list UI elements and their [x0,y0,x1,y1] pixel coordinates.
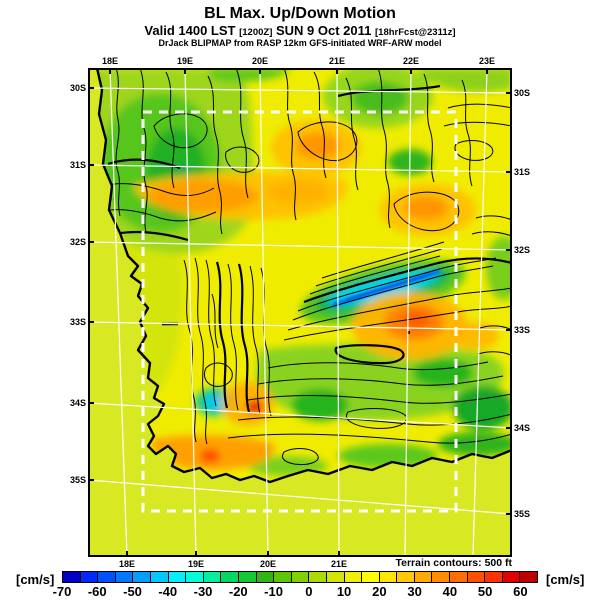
station-marker [407,331,410,334]
map-svg [87,67,513,558]
colorbar-segment [256,572,275,582]
domain-box [141,110,458,513]
lon-label-top: 19E [176,56,193,66]
colorbar-tick: 50 [477,584,493,599]
colorbar-tick: -20 [228,584,248,599]
colorbar-segment [221,572,239,582]
colorbar-unit-left: [cm/s] [16,572,55,587]
colorbar-segment [63,572,81,582]
lat-label-right: 31S [514,167,531,177]
colorbar-tick: 40 [442,584,458,599]
colorbar [62,571,538,583]
colorbar-segment [168,572,187,582]
terrain-contour-layer [97,68,512,465]
colorbar-segment [432,572,451,582]
lat-label-right: 33S [514,325,531,335]
colorbar-segment [326,572,345,582]
plot-valid-line: Valid 1400 LST [1200Z] SUN 9 Oct 2011 [1… [0,23,600,38]
lon-label-top: 23E [478,56,495,66]
lat-label-left: 32S [69,237,86,247]
lon-label-bottom: 20E [259,559,276,569]
lat-label-left: 34S [69,398,86,408]
colorbar-tick: 30 [407,584,422,599]
colorbar-tick: -70 [52,584,72,599]
colorbar-tick: -30 [193,584,213,599]
colorbar-segment [414,572,433,582]
lon-label-bottom: 18E [118,559,135,569]
colorbar-segment [362,572,380,582]
model-source-line: DrJack BLIPMAP from RASP 12km GFS-initia… [158,38,442,48]
lon-label-bottom: 19E [187,559,204,569]
colorbar-tick: -40 [158,584,178,599]
lon-label-top: 22E [402,56,419,66]
wave-core-layer [332,269,441,307]
colorbar-segment [467,572,486,582]
colorbar-tick: -50 [123,584,142,599]
valid-date: SUN 9 Oct 2011 [275,23,372,38]
map-border [88,68,512,557]
colorbar-segment [274,572,292,582]
colorbar-segment [238,572,257,582]
graticule-layer [87,67,513,558]
colorbar-tick: -60 [87,584,107,599]
lat-label-right: 32S [514,245,531,255]
map-area [87,67,513,558]
colorbar-segment [203,572,222,582]
lat-label-left: 30S [69,83,86,93]
colorbar-segment [379,572,398,582]
colorbar-tick: 10 [336,584,352,599]
plot-title: BL Max. Up/Down Motion [204,5,396,22]
lat-label-right: 34S [514,423,531,433]
lat-label-right: 35S [514,509,531,519]
colorbar-segment [397,572,415,582]
coastline [95,67,513,484]
colorbar-tick: 0 [305,584,313,599]
colorbar-segment [520,572,538,582]
colorbar-segment [115,572,134,582]
colorbar-tick: 60 [513,584,528,599]
colorbar-segment [150,572,169,582]
colorbar-segment [485,572,503,582]
colorbar-segment [80,572,99,582]
lat-label-right: 30S [514,88,531,98]
valid-prefix: Valid 1400 LST [144,23,236,38]
lat-label-left: 33S [69,317,86,327]
colorbar-segment [502,572,521,582]
colorbar-segment [450,572,468,582]
lat-label-left: 31S [69,160,86,170]
colorbar-unit-right: [cm/s] [546,572,585,587]
ocean-fill [88,68,512,557]
colorbar-segment [291,572,310,582]
valid-forecast-info: [18hrFcst@2311z] [375,27,456,38]
valid-init-time: [1200Z] [239,27,273,38]
colorbar-segment [133,572,151,582]
colorbar-segment [309,572,327,582]
colorbar-segment [186,572,204,582]
lon-label-top: 18E [101,56,118,66]
colorbar-tick: -10 [264,584,283,599]
lon-label-bottom: 21E [330,559,347,569]
lon-label-top: 21E [328,56,345,66]
colorbar-tick: 20 [372,584,387,599]
colorbar-segment [98,572,116,582]
colorbar-segment [344,572,363,582]
lon-label-top: 20E [251,56,268,66]
terrain-note: Terrain contours: 500 ft [395,557,513,569]
lat-label-left: 35S [69,475,86,485]
